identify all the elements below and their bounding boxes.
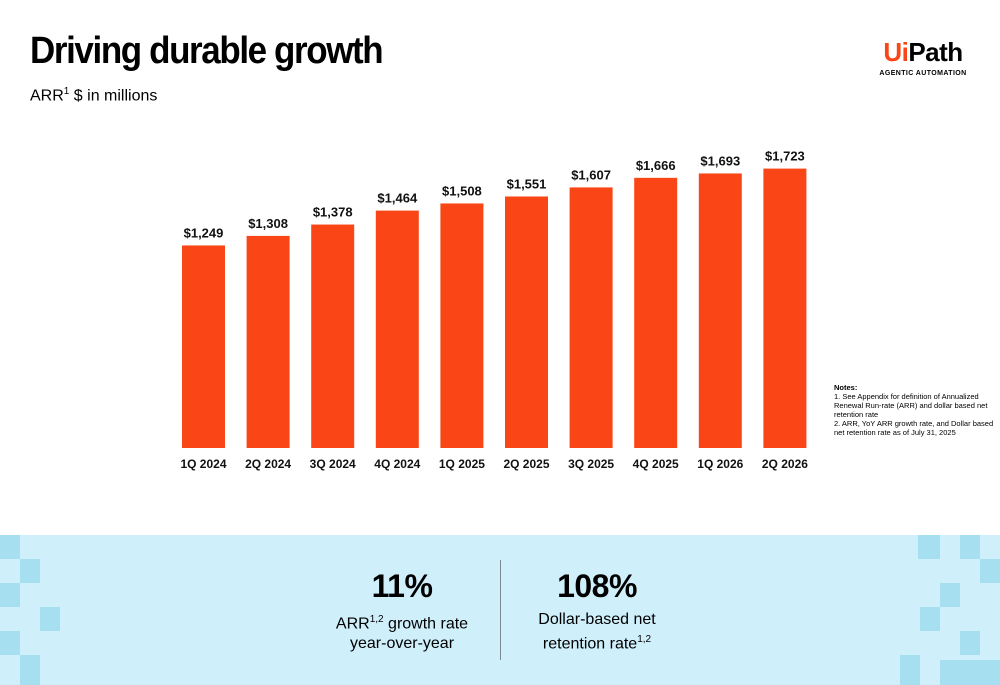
stat-line: retention rate1,2 — [487, 630, 707, 654]
stats-divider — [500, 560, 501, 660]
bar-3q-2025 — [569, 187, 613, 449]
deco-square — [918, 535, 940, 559]
notes-block: Notes: 1. See Appendix for definition of… — [834, 383, 994, 437]
bar-3q-2024 — [311, 224, 355, 448]
logo-tagline: AGENTIC AUTOMATION — [879, 70, 967, 77]
bar-value-label: $1,508 — [442, 183, 482, 198]
chart-subtitle: ARR1 $ in millions — [30, 86, 157, 105]
logo-wordmark: UiPath — [868, 38, 978, 66]
stat-description: ARR1,2 growth rate year-over-year — [292, 610, 512, 654]
subtitle-footnote: 1 — [63, 86, 70, 97]
bar-4q-2025 — [634, 177, 678, 449]
stat-footnote: 1,2 — [637, 634, 652, 645]
notes-heading: Notes: — [834, 383, 858, 392]
bar-4q-2024 — [375, 210, 419, 448]
stat-text-rest: growth rate — [383, 615, 469, 633]
subtitle-units: $ in millions — [69, 87, 158, 105]
deco-square — [940, 660, 1000, 685]
bar-2q-2026 — [763, 168, 807, 448]
x-tick-label: 1Q 2024 — [180, 457, 226, 471]
stat-line: ARR1,2 growth rate — [292, 610, 512, 634]
stat-line: year-over-year — [349, 635, 455, 653]
x-tick-label: 1Q 2026 — [697, 457, 743, 471]
bar-value-label: $1,308 — [248, 216, 288, 231]
page-title: Driving durable growth — [30, 30, 384, 72]
bar-1q-2025 — [440, 203, 484, 448]
deco-square — [920, 607, 940, 631]
x-tick-label: 2Q 2025 — [503, 457, 549, 471]
deco-square — [980, 559, 1000, 583]
bar-1q-2024 — [182, 245, 225, 448]
bar-value-label: $1,551 — [507, 176, 547, 191]
bar-value-label: $1,723 — [765, 149, 805, 164]
deco-square — [900, 655, 920, 685]
bar-value-label: $1,249 — [184, 225, 224, 240]
logo-ui: Ui — [883, 37, 909, 67]
deco-square — [20, 559, 40, 583]
note-item: 1. See Appendix for definition of Annual… — [834, 392, 988, 419]
bar-value-label: $1,607 — [571, 167, 611, 182]
x-tick-label: 4Q 2025 — [633, 457, 679, 471]
logo-path: Path — [908, 37, 963, 67]
bar-value-label: $1,693 — [700, 153, 740, 168]
stat-net-retention: 108% Dollar-based net retention rate1,2 — [487, 568, 707, 654]
note-item: 2. ARR, YoY ARR growth rate, and Dollar … — [834, 419, 994, 437]
stat-line: Dollar-based net — [538, 611, 656, 628]
bar-1q-2026 — [698, 173, 742, 448]
x-tick-label: 3Q 2024 — [310, 457, 356, 471]
deco-square — [960, 631, 980, 655]
deco-square — [20, 655, 40, 685]
x-tick-label: 2Q 2024 — [245, 457, 291, 471]
deco-square — [0, 535, 20, 559]
stat-text-main: retention rate — [542, 635, 638, 653]
bar-value-label: $1,464 — [377, 191, 418, 206]
x-tick-label: 3Q 2025 — [568, 457, 614, 471]
deco-square — [0, 631, 20, 655]
bar-2q-2024 — [246, 235, 290, 448]
stat-text-main: ARR — [335, 615, 370, 633]
deco-square — [0, 583, 20, 607]
subtitle-main: ARR — [30, 87, 64, 105]
deco-square — [960, 535, 980, 559]
stat-value: 11% — [371, 568, 433, 604]
uipath-logo: UiPath AGENTIC AUTOMATION — [868, 38, 978, 77]
x-tick-label: 2Q 2026 — [762, 457, 808, 471]
stat-description: Dollar-based net retention rate1,2 — [487, 610, 707, 654]
stat-arr-growth: 11% ARR1,2 growth rate year-over-year — [292, 568, 512, 654]
bar-2q-2025 — [505, 196, 548, 448]
x-tick-label: 1Q 2025 — [439, 457, 485, 471]
bar-value-label: $1,378 — [313, 205, 353, 220]
deco-square — [40, 607, 60, 631]
stat-footnote: 1,2 — [369, 614, 384, 625]
arr-bar-chart: $1,249 1Q 2024 $1,308 2Q 2024 $1,378 3Q 2024 $… — [180, 149, 808, 471]
x-tick-label: 4Q 2024 — [374, 457, 420, 471]
bar-value-label: $1,666 — [636, 158, 676, 173]
deco-square — [940, 583, 960, 607]
stat-value: 108% — [557, 568, 637, 604]
